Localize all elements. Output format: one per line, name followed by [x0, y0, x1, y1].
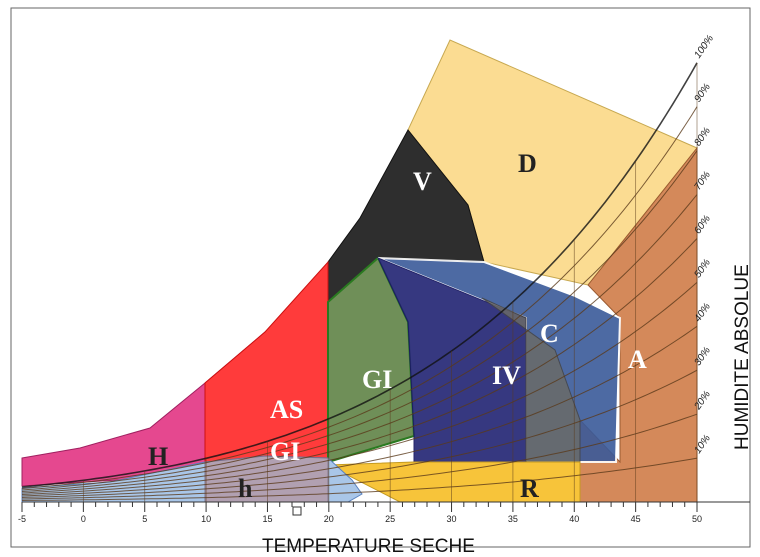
x-tick-label: 35 — [508, 514, 518, 524]
rh-curve — [21, 106, 698, 489]
rh-curve — [21, 194, 698, 492]
zone-label-iv: C — [540, 319, 559, 348]
rh-curve — [21, 282, 698, 495]
zone-label-gi: GI — [270, 437, 300, 466]
rh-curve — [21, 150, 698, 491]
y-axis-title: HUMIDITE ABSOLUE — [732, 264, 753, 450]
x-tick-label: 50 — [692, 514, 702, 524]
axis-marker — [292, 506, 302, 516]
rh-curve — [21, 238, 698, 494]
zone-label-r: R — [520, 474, 539, 503]
x-tick-label: -5 — [18, 514, 26, 524]
x-tick-label: 45 — [631, 514, 641, 524]
rh-curve — [21, 62, 698, 488]
x-axis-title: TEMPERATURE SECHE — [262, 536, 475, 557]
rh-curve — [21, 457, 698, 501]
x-tick-label: 0 — [81, 514, 86, 524]
x-tick-label: 5 — [142, 514, 147, 524]
x-tick-label: 40 — [569, 514, 579, 524]
zone-label-h: H — [148, 442, 168, 471]
rh-curve — [21, 369, 698, 498]
zone-label-a: A — [628, 345, 647, 374]
rh-curve — [21, 413, 698, 500]
rh-curves — [21, 62, 698, 502]
zone-label-d: D — [518, 149, 537, 178]
zone-label-c: GI — [362, 365, 392, 394]
x-tick-label: 25 — [385, 514, 395, 524]
x-ticks: -5 0 5 10 15 20 25 30 35 40 45 50 — [18, 502, 702, 524]
zone-label-i: IV — [492, 361, 521, 390]
x-tick-label: 15 — [262, 514, 272, 524]
x-tick-label: 20 — [324, 514, 334, 524]
zone-label-as: AS — [270, 395, 303, 424]
x-tick-label: 10 — [201, 514, 211, 524]
zone-label-h-low: h — [238, 474, 253, 503]
zone-label-v: V — [413, 167, 432, 196]
x-tick-label: 30 — [447, 514, 457, 524]
rh-curve — [21, 325, 698, 497]
zone-r — [326, 461, 581, 503]
